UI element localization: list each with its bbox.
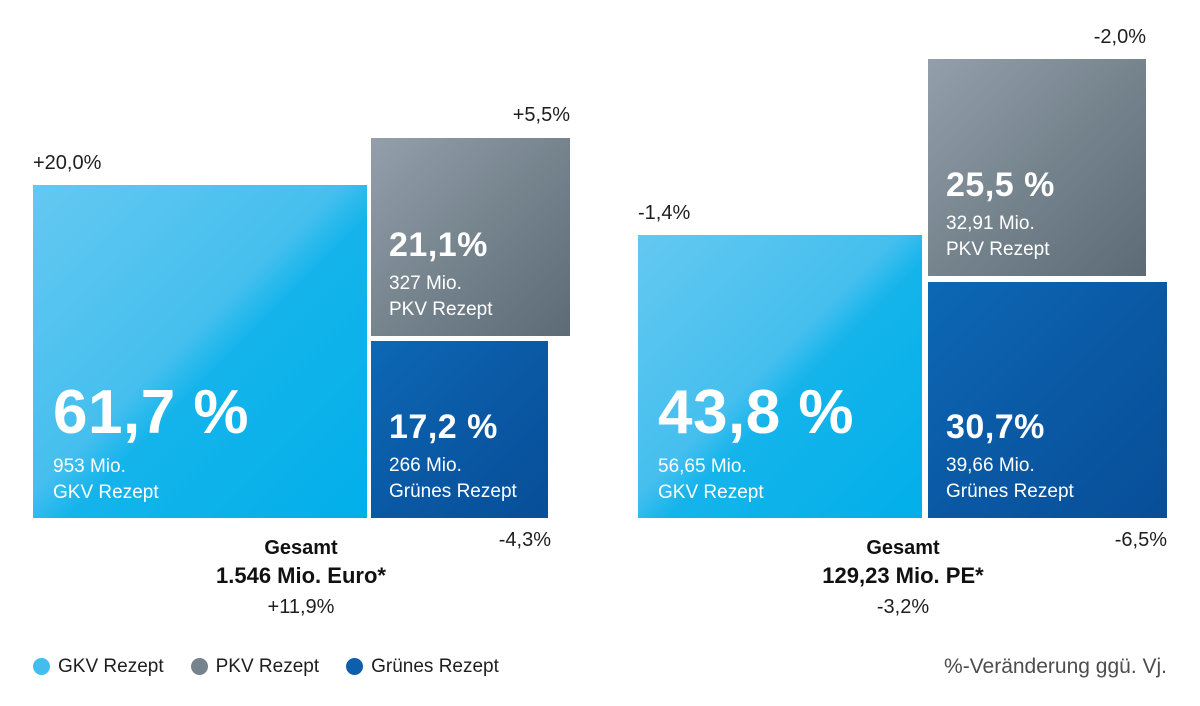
legend-label: GKV Rezept — [58, 656, 164, 677]
square-pkv-pe: 25,5 % 32,91 Mio. PKV Rezept — [928, 59, 1146, 276]
absolute-value: 953 Mio. — [53, 456, 126, 477]
square-content: 25,5 % 32,91 Mio. PKV Rezept — [946, 168, 1055, 263]
legend-item-pkv: PKV Rezept — [190, 656, 320, 677]
absolute-value: 39,66 Mio. — [946, 455, 1035, 476]
total-value: 129,23 Mio. PE* — [822, 563, 984, 588]
absolute-value: 266 Mio. — [389, 455, 462, 476]
square-gruenes-pe: 30,7% 39,66 Mio. Grünes Rezept — [928, 282, 1167, 518]
square-gkv-euro: 61,7 % 953 Mio. GKV Rezept — [33, 185, 367, 518]
total-block-euro: Gesamt 1.546 Mio. Euro* +11,9% — [141, 536, 461, 619]
category-label: PKV Rezept — [389, 299, 493, 320]
legend-label: Grünes Rezept — [371, 656, 499, 677]
percent-value: 30,7% — [946, 408, 1045, 446]
square-content: 30,7% 39,66 Mio. Grünes Rezept — [946, 410, 1074, 505]
absolute-value: 32,91 Mio. — [946, 213, 1035, 234]
square-pkv-euro: 21,1% 327 Mio. PKV Rezept — [371, 138, 570, 336]
square-content: 17,2 % 266 Mio. Grünes Rezept — [389, 410, 517, 505]
change-label-gruenes-pe: -6,5% — [1114, 529, 1167, 551]
legend-swatch-gruenes-icon — [346, 658, 364, 675]
legend: GKV Rezept PKV Rezept Grünes Rezept — [33, 656, 526, 677]
footnote: %-Veränderung ggü. Vj. — [944, 655, 1167, 678]
total-value: 1.546 Mio. Euro* — [216, 563, 386, 588]
legend-swatch-gkv-icon — [33, 658, 50, 675]
category-label: Grünes Rezept — [946, 481, 1074, 502]
square-gkv-pe: 43,8 % 56,65 Mio. GKV Rezept — [638, 235, 922, 518]
legend-item-gkv: GKV Rezept — [33, 656, 164, 677]
total-title: Gesamt — [866, 537, 940, 559]
square-gruenes-euro: 17,2 % 266 Mio. Grünes Rezept — [371, 341, 548, 518]
change-label-pkv-pe: -2,0% — [1093, 26, 1146, 48]
square-content: 43,8 % 56,65 Mio. GKV Rezept — [658, 382, 854, 506]
percent-value: 21,1% — [389, 226, 488, 264]
change-label-gruenes-euro: -4,3% — [498, 529, 551, 551]
change-label-pkv-euro: +5,5% — [512, 104, 570, 126]
total-title: Gesamt — [264, 537, 338, 559]
legend-label: PKV Rezept — [215, 656, 320, 677]
absolute-value: 56,65 Mio. — [658, 456, 747, 477]
category-label: GKV Rezept — [53, 482, 159, 503]
category-label: GKV Rezept — [658, 482, 764, 503]
percent-value: 43,8 % — [658, 378, 855, 447]
square-content: 21,1% 327 Mio. PKV Rezept — [389, 228, 493, 323]
total-change: +11,9% — [267, 596, 335, 618]
absolute-value: 327 Mio. — [389, 273, 462, 294]
change-label-gkv-pe: -1,4% — [638, 202, 691, 224]
category-label: Grünes Rezept — [389, 481, 517, 502]
change-label-gkv-euro: +20,0% — [33, 152, 102, 174]
legend-swatch-pkv-icon — [190, 658, 208, 675]
legend-item-gruenes: Grünes Rezept — [346, 656, 499, 677]
total-block-pe: Gesamt 129,23 Mio. PE* -3,2% — [743, 536, 1063, 619]
percent-value: 17,2 % — [389, 408, 498, 446]
total-change: -3,2% — [876, 596, 930, 618]
square-content: 61,7 % 953 Mio. GKV Rezept — [53, 382, 249, 506]
percent-value: 25,5 % — [946, 166, 1055, 204]
percent-value: 61,7 % — [53, 378, 250, 447]
category-label: PKV Rezept — [946, 239, 1050, 260]
